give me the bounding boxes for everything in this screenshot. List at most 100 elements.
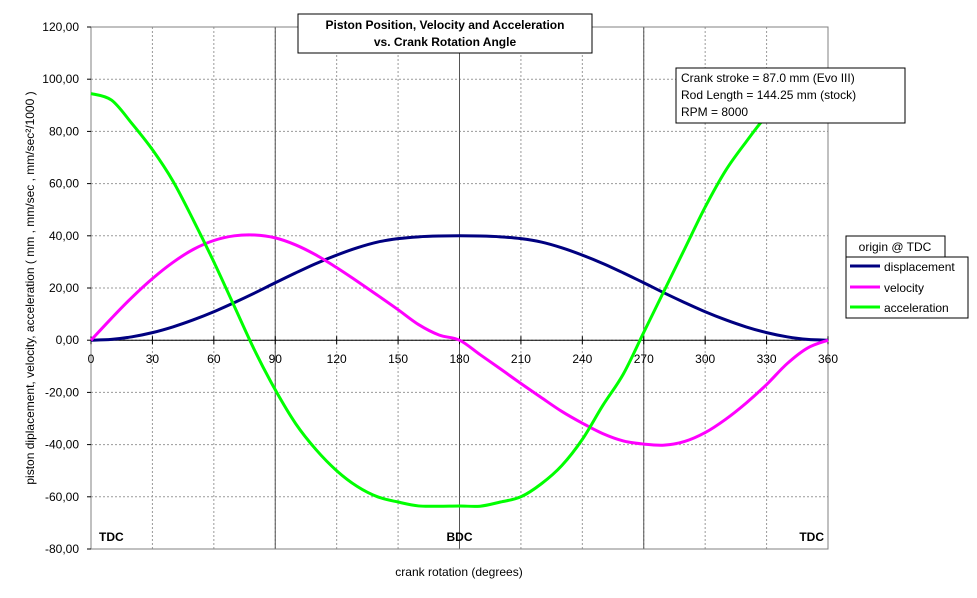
data-point-velocity (786, 363, 788, 365)
data-point-displacement (807, 339, 809, 341)
data-point-acceleration (172, 180, 174, 182)
data-point-velocity (459, 339, 461, 341)
data-point-displacement (295, 272, 297, 274)
data-point-velocity (213, 240, 215, 242)
data-point-acceleration (582, 439, 584, 441)
data-point-velocity (725, 418, 727, 420)
data-point-velocity (479, 354, 481, 356)
data-point-velocity (377, 295, 379, 297)
data-point-acceleration (438, 505, 440, 507)
data-point-velocity (295, 244, 297, 246)
data-point-displacement (520, 238, 522, 240)
y-tick-label: 60,00 (49, 177, 79, 191)
data-point-acceleration (500, 501, 502, 503)
y-tick-label: 40,00 (49, 229, 79, 243)
legend-item-acceleration: acceleration (850, 301, 949, 315)
data-point-acceleration (541, 483, 543, 485)
data-point-velocity (622, 440, 624, 442)
legend-title: origin @ TDC (859, 240, 932, 254)
data-point-velocity (315, 254, 317, 256)
data-point-displacement (582, 254, 584, 256)
marker-label-tdc: TDC (99, 530, 124, 544)
data-point-displacement (684, 302, 686, 304)
x-tick-label: 240 (572, 352, 592, 366)
info-box: Crank stroke = 87.0 mm (Evo III) Rod Len… (675, 67, 906, 124)
data-point-displacement (725, 319, 727, 321)
chart-title-frame (297, 13, 593, 54)
data-point-velocity (234, 235, 236, 237)
x-tick-label: 120 (327, 352, 347, 366)
data-point-displacement (622, 272, 624, 274)
data-point-acceleration (397, 501, 399, 503)
data-point-acceleration (377, 496, 379, 498)
data-point-acceleration (418, 505, 420, 507)
y-tick-label: -40,00 (45, 438, 79, 452)
series-line-acceleration (90, 90, 829, 508)
x-tick-label: 180 (449, 352, 469, 366)
data-point-velocity (827, 339, 829, 341)
chart-title-line-2: vs. Crank Rotation Angle (374, 35, 517, 49)
x-tick-label: 300 (695, 352, 715, 366)
data-point-acceleration (336, 470, 338, 472)
info-rpm: RPM = 8000 (681, 105, 748, 119)
data-point-acceleration (643, 332, 645, 334)
x-tick-label: 270 (634, 352, 654, 366)
data-point-velocity (663, 444, 665, 446)
legend-label-acceleration: acceleration (884, 301, 949, 315)
data-point-acceleration (90, 93, 92, 95)
data-point-velocity (418, 324, 420, 326)
data-point-displacement (377, 241, 379, 243)
data-point-velocity (807, 347, 809, 349)
data-point-acceleration (295, 423, 297, 425)
data-point-displacement (315, 263, 317, 265)
data-point-displacement (111, 339, 113, 341)
info-box-frame (675, 67, 906, 124)
data-point-velocity (500, 368, 502, 370)
data-point-acceleration (622, 373, 624, 375)
chart-title-line-1: Piston Position, Velocity and Accelerati… (326, 18, 565, 32)
legend-label-velocity: velocity (884, 281, 924, 295)
data-point-velocity (602, 433, 604, 435)
data-point-acceleration (663, 290, 665, 292)
data-point-displacement (131, 336, 133, 338)
data-point-displacement (254, 292, 256, 294)
data-point-acceleration (254, 350, 256, 352)
data-point-displacement (602, 263, 604, 265)
data-point-displacement (766, 332, 768, 334)
x-tick-label: 60 (207, 352, 221, 366)
marker-layer (274, 27, 645, 549)
y-tick-label: 0,00 (56, 333, 80, 347)
data-point-velocity (582, 422, 584, 424)
data-point-displacement (541, 241, 543, 243)
x-tick-label: 330 (757, 352, 777, 366)
data-point-velocity (356, 280, 358, 282)
legend-label-displacement: displacement (884, 260, 955, 274)
data-point-velocity (274, 237, 276, 239)
data-point-acceleration (111, 99, 113, 101)
y-tick-label: -80,00 (45, 542, 79, 556)
info-crank-stroke: Crank stroke = 87.0 mm (Evo III) (681, 71, 855, 85)
data-point-acceleration (704, 206, 706, 208)
y-tick-label: 80,00 (49, 124, 79, 138)
y-tick-label: -20,00 (45, 385, 79, 399)
data-point-velocity (152, 278, 154, 280)
data-point-velocity (561, 411, 563, 413)
data-point-displacement (193, 319, 195, 321)
series-line-displacement (90, 234, 829, 342)
x-tick-label: 150 (388, 352, 408, 366)
data-point-acceleration (131, 123, 133, 125)
data-point-acceleration (234, 305, 236, 307)
data-point-velocity (193, 249, 195, 251)
x-tick-label: 90 (269, 352, 283, 366)
series-layer (89, 90, 829, 508)
data-point-displacement (438, 235, 440, 237)
y-tick-label: 20,00 (49, 281, 79, 295)
data-point-displacement (397, 238, 399, 240)
x-tick-label: 0 (88, 352, 95, 366)
data-point-acceleration (459, 505, 461, 507)
y-tick-label: -60,00 (45, 490, 79, 504)
data-point-displacement (152, 332, 154, 334)
data-point-acceleration (193, 219, 195, 221)
